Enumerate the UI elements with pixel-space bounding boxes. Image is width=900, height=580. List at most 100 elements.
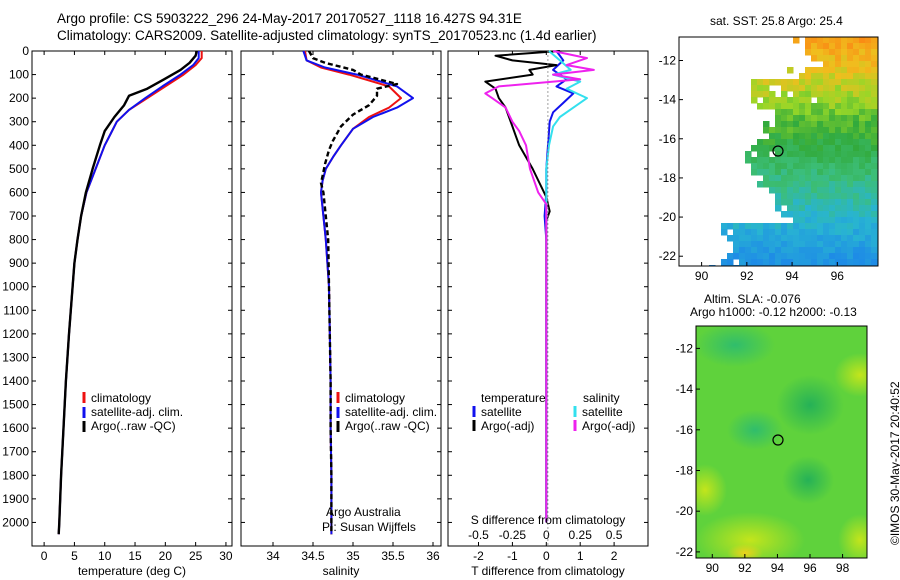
sst-cell — [769, 139, 776, 146]
difference-xtick-top-label: -0.25 — [499, 528, 527, 542]
sst-cell — [751, 157, 758, 164]
sst-cell — [841, 187, 848, 194]
sst-cell — [835, 229, 842, 236]
depth-tick-label: 1500 — [2, 398, 29, 412]
sst-cell — [793, 193, 800, 200]
sst-cell — [871, 109, 878, 116]
sst-cell — [775, 223, 782, 230]
sst-cell — [865, 115, 872, 122]
sst-cell — [781, 187, 788, 194]
sst-cell — [799, 85, 806, 92]
sst-cell — [823, 73, 830, 80]
sst-cell — [757, 229, 764, 236]
sst-cell — [775, 115, 782, 122]
sst-cell — [781, 253, 788, 260]
sst-cell — [841, 109, 848, 116]
sst-cell — [775, 175, 782, 182]
sst-cell — [793, 211, 800, 218]
sst-cell — [775, 151, 782, 158]
salinity-xlabel: salinity — [323, 564, 360, 578]
legend-argo-label: Argo(..raw -QC) — [91, 419, 176, 433]
sst-cell — [745, 229, 752, 236]
sst-cell — [841, 223, 848, 230]
sst-cell — [745, 157, 752, 164]
sst-cell — [787, 121, 794, 128]
sst-cell — [841, 151, 848, 158]
sst-cell — [817, 253, 824, 260]
depth-tick-label: 300 — [9, 115, 29, 129]
sst-cell — [829, 43, 836, 50]
sst-cell — [853, 169, 860, 176]
difference-xtick-label: 0 — [543, 549, 550, 563]
sst-cell — [865, 145, 872, 152]
sst-cell — [787, 175, 794, 182]
sst-cell — [727, 235, 734, 242]
sst-cell — [835, 211, 842, 218]
depth-tick-label: 1000 — [2, 280, 29, 294]
sst-cell — [865, 259, 872, 266]
sst-cell — [835, 91, 842, 98]
sst-cell — [865, 121, 872, 128]
sst-cell — [811, 49, 818, 56]
sst-cell — [775, 193, 782, 200]
sst-cell — [871, 49, 878, 56]
sst-cell — [847, 175, 854, 182]
sst-cell — [811, 205, 818, 212]
sst-cell — [769, 241, 776, 248]
sst-cell — [829, 61, 836, 68]
sst-cell — [805, 49, 812, 56]
sst-cell — [787, 235, 794, 242]
sst-cell — [817, 103, 824, 110]
difference-xtick-label: -2 — [473, 549, 484, 563]
sst-cell — [865, 187, 872, 194]
sst-cell — [835, 223, 842, 230]
sst-cell — [739, 253, 746, 260]
sst-cell — [847, 163, 854, 170]
sst-cell — [805, 199, 812, 206]
sst-cell — [847, 259, 854, 266]
sst-cell — [811, 127, 818, 134]
sst-cell — [781, 139, 788, 146]
sst-cell — [817, 127, 824, 134]
sst-cell — [817, 241, 824, 248]
sst-cell — [739, 247, 746, 254]
sst-cell — [847, 55, 854, 62]
legend-header-salinity: salinity — [583, 391, 620, 405]
map-lat-label: -14 — [659, 93, 677, 107]
sst-cell — [871, 43, 878, 50]
sst-cell — [835, 151, 842, 158]
sst-cell — [763, 145, 770, 152]
sst-cell — [775, 103, 782, 110]
sst-cell — [787, 247, 794, 254]
temperature-xtick-label: 25 — [189, 549, 203, 563]
sla-region-yellow — [834, 353, 867, 397]
sst-cell — [847, 139, 854, 146]
sst-cell — [781, 229, 788, 236]
sst-cell — [847, 211, 854, 218]
sst-cell — [853, 85, 860, 92]
sla-region-orange — [727, 544, 763, 558]
sst-cell — [769, 235, 776, 242]
sst-cell — [823, 121, 830, 128]
sst-cell — [775, 181, 782, 188]
sla-map-frame — [695, 325, 868, 559]
sst-cell — [865, 97, 872, 104]
sst-cell — [823, 241, 830, 248]
sst-cell — [817, 163, 824, 170]
sst-cell — [841, 175, 848, 182]
sst-cell — [787, 205, 794, 212]
sst-cell — [847, 187, 854, 194]
sst-cell — [781, 121, 788, 128]
sst-cell — [817, 115, 824, 122]
sst-cell — [841, 259, 848, 266]
sst-cell — [793, 229, 800, 236]
sst-cell — [805, 133, 812, 140]
sst-cell — [847, 145, 854, 152]
sst-cell — [769, 163, 776, 170]
temperature-legend: climatology satellite-adj. clim. Argo(..… — [82, 391, 183, 433]
sst-cell — [847, 151, 854, 158]
sst-cell — [769, 229, 776, 236]
sst-cell — [751, 247, 758, 254]
sst-cell — [763, 169, 770, 176]
sst-cell — [745, 259, 752, 266]
